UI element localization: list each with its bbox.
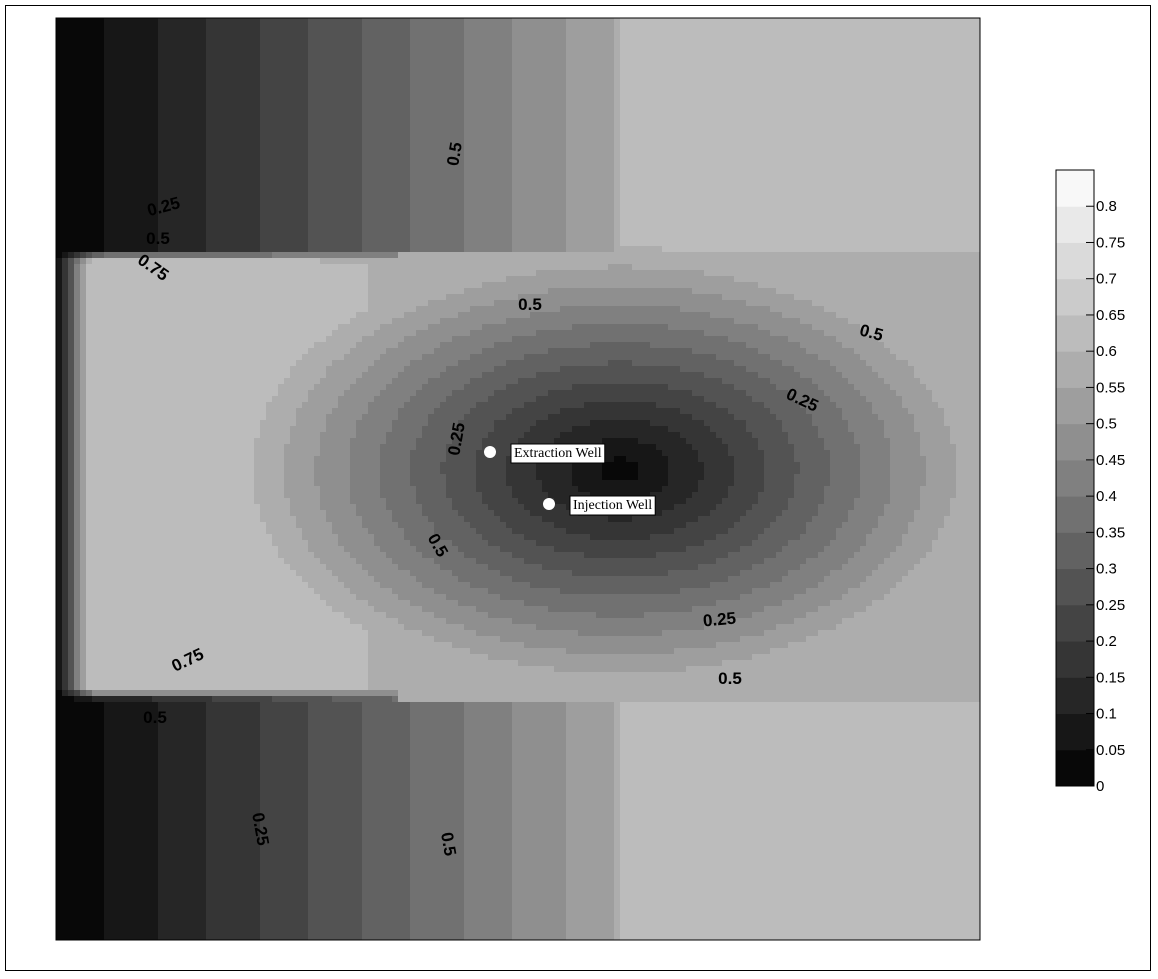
contour-label: 0.25 [702,609,737,631]
contour-label: 0.5 [146,229,170,248]
colorbar-tick-label: 0.1 [1096,706,1117,723]
colorbar-band [1056,278,1094,316]
colorbar-tick-label: 0.4 [1096,488,1117,505]
colorbar-band [1056,459,1094,497]
well-label: Extraction Well [514,446,602,461]
colorbar-band [1056,568,1094,606]
colorbar-band [1056,387,1094,425]
colorbar-band [1056,314,1094,352]
colorbar-tick-label: 0.05 [1096,742,1125,759]
contour-label: 0.5 [437,831,460,858]
colorbar-band [1056,677,1094,715]
colorbar-tick-label: 0.35 [1096,524,1125,541]
figure-frame [5,5,1151,971]
colorbar-tick-label: 0.25 [1096,597,1125,614]
colorbar-tick-label: 0.8 [1096,198,1117,215]
colorbar-band [1056,242,1094,280]
colorbar-band [1056,170,1094,207]
contour-label: 0.5 [443,141,466,168]
colorbar-band [1056,604,1094,642]
plot-border [55,17,981,941]
colorbar-tick-label: 0.7 [1096,271,1117,288]
colorbar-band [1056,532,1094,570]
colorbar-band [1056,749,1094,787]
colorbar-tick-label: 0.75 [1096,234,1125,251]
contour-label: 0.5 [518,295,542,314]
colorbar-band [1056,641,1094,678]
contour-label: 0.5 [143,708,167,727]
colorbar-tick-label: 0.6 [1096,343,1117,360]
colorbar: 0 0.05 0.1 0.15 0.2 0.25 0.3 0.35 0.4 0.45 0.5 0.55… [1055,169,1125,795]
colorbar-tick-label: 0.15 [1096,669,1125,686]
colorbar-band [1056,423,1094,461]
colorbar-tick-label: 0.45 [1096,452,1125,469]
colorbar-band [1056,713,1094,751]
colorbar-tick-label: 0.5 [1096,416,1117,433]
colorbar-tick-label: 0.2 [1096,633,1117,650]
colorbar-band [1056,351,1094,388]
colorbar-tick-label: 0.55 [1096,379,1125,396]
well-label-box [569,495,656,516]
well-label: Injection Well [573,498,652,513]
colorbar-tick-label: 0.65 [1096,307,1125,324]
well-marker [484,446,496,458]
contour-label: 0.5 [718,669,742,688]
colorbar-band [1056,496,1094,533]
colorbar-tick-label: 0.3 [1096,561,1117,578]
colorbar-tick-label: 0 [1096,778,1104,795]
colorbar-band [1056,206,1094,243]
well-label-box [510,443,606,464]
well-marker [543,498,555,510]
